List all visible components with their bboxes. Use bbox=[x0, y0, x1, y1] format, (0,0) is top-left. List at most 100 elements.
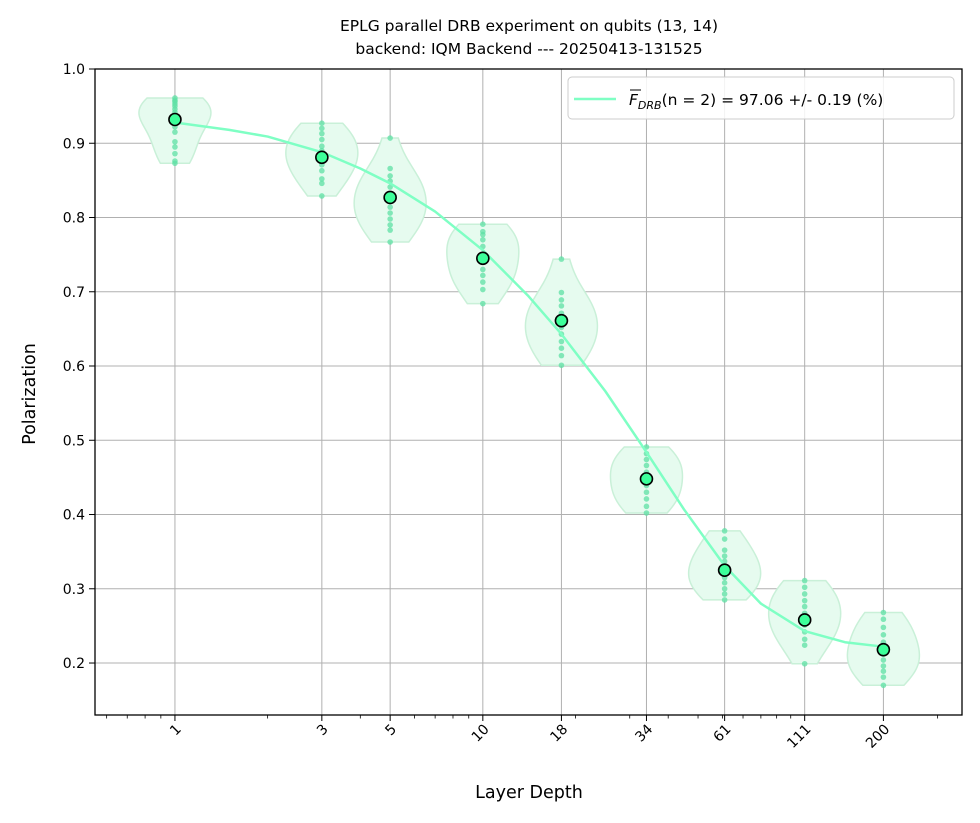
mean-point bbox=[383, 190, 397, 205]
sample-point bbox=[319, 136, 325, 143]
y-tick-label: 1.0 bbox=[63, 62, 85, 78]
chart-title: EPLG parallel DRB experiment on qubits (… bbox=[340, 17, 718, 35]
sample-point bbox=[558, 303, 565, 309]
sample-point bbox=[880, 632, 887, 638]
x-axis-label: Layer Depth bbox=[475, 783, 583, 803]
violins bbox=[138, 95, 921, 689]
sample-point bbox=[643, 510, 650, 516]
sample-point bbox=[643, 496, 650, 502]
sample-point bbox=[880, 668, 887, 674]
sample-point bbox=[558, 352, 565, 359]
sample-point bbox=[387, 165, 393, 172]
sample-point bbox=[319, 176, 325, 182]
sample-point bbox=[480, 221, 486, 227]
sample-point bbox=[558, 338, 565, 345]
sample-point bbox=[880, 609, 887, 616]
x-tick-label: 5 bbox=[382, 722, 400, 740]
mean-point bbox=[717, 563, 732, 578]
sample-point bbox=[558, 256, 565, 262]
sample-point bbox=[801, 591, 808, 597]
x-tick-label: 200 bbox=[863, 722, 893, 752]
x-tick-label: 34 bbox=[632, 721, 656, 745]
legend-label-value: = 97.06 +/- 0.19 (%) bbox=[716, 91, 883, 109]
y-tick-label: 0.8 bbox=[63, 211, 85, 227]
legend: FDRB(n = 2) = 97.06 +/- 0.19 (%) bbox=[567, 76, 955, 120]
sample-point bbox=[387, 222, 393, 228]
sample-point bbox=[721, 585, 728, 592]
sample-point bbox=[801, 603, 808, 610]
sample-point bbox=[643, 462, 650, 469]
legend-label-main: F bbox=[629, 91, 639, 109]
sample-point bbox=[319, 120, 325, 127]
sample-point bbox=[319, 125, 325, 132]
sample-point bbox=[172, 150, 178, 157]
y-axis-label: Polarization bbox=[20, 343, 40, 445]
sample-point bbox=[172, 129, 178, 135]
sample-point bbox=[801, 577, 808, 584]
mean-point bbox=[554, 313, 569, 328]
sample-point bbox=[880, 674, 887, 680]
y-axis-ticks: 0.2 0.3 0.4 0.5 0.6 0.7 0.8 0.9 1.0 bbox=[63, 62, 95, 672]
y-tick-label: 0.3 bbox=[63, 582, 85, 598]
sample-point bbox=[480, 279, 486, 285]
sample-point bbox=[319, 167, 325, 174]
sample-point bbox=[172, 138, 178, 145]
mean-point bbox=[168, 112, 182, 127]
x-tick-label: 10 bbox=[469, 722, 493, 746]
x-tick-label: 18 bbox=[547, 722, 571, 746]
legend-box bbox=[567, 76, 955, 120]
sample-point bbox=[801, 636, 808, 643]
mean-points bbox=[168, 112, 891, 657]
y-tick-label: 0.4 bbox=[63, 508, 85, 524]
x-tick-label: 111 bbox=[784, 722, 814, 752]
sample-point bbox=[387, 227, 393, 233]
sample-point bbox=[480, 300, 486, 307]
y-tick-label: 0.7 bbox=[63, 285, 85, 301]
sample-point bbox=[558, 297, 565, 303]
x-tick-label: 61 bbox=[711, 722, 735, 746]
sample-point bbox=[480, 286, 486, 293]
sample-point bbox=[558, 362, 565, 369]
sample-point bbox=[387, 173, 393, 179]
sample-point bbox=[480, 272, 486, 279]
sample-point bbox=[319, 143, 325, 150]
y-tick-label: 0.6 bbox=[63, 359, 85, 375]
sample-point bbox=[172, 158, 178, 164]
y-tick-label: 0.9 bbox=[63, 136, 85, 152]
sample-point bbox=[880, 616, 887, 623]
fit-curve bbox=[174, 121, 884, 648]
sample-point bbox=[319, 193, 325, 199]
sample-point bbox=[643, 489, 650, 496]
sample-point bbox=[387, 216, 393, 222]
mean-point bbox=[315, 150, 329, 165]
sample-point bbox=[480, 228, 486, 235]
sample-point bbox=[558, 289, 565, 296]
sample-point bbox=[172, 144, 178, 150]
sample-point bbox=[480, 236, 486, 243]
sample-point bbox=[387, 204, 393, 210]
sample-point bbox=[721, 528, 728, 534]
sample-point bbox=[721, 591, 728, 597]
sample-point bbox=[801, 597, 808, 604]
sample-point bbox=[387, 239, 393, 245]
mean-point bbox=[476, 251, 490, 266]
chart-subtitle: backend: IQM Backend --- 20250413-131525 bbox=[355, 40, 702, 58]
mean-point bbox=[797, 613, 812, 627]
sample-point bbox=[319, 130, 325, 137]
sample-point bbox=[880, 682, 887, 689]
sample-point bbox=[721, 547, 728, 553]
mean-point bbox=[639, 472, 654, 486]
sample-point bbox=[801, 642, 808, 649]
sample-point bbox=[721, 553, 728, 559]
plot-frame bbox=[94, 68, 963, 716]
x-axis-ticks: 1 3 5 10 18 34 61 111 200 bbox=[106, 715, 939, 752]
x-tick-label: 3 bbox=[314, 722, 332, 740]
sample-point bbox=[721, 597, 728, 603]
y-tick-label: 0.2 bbox=[63, 656, 85, 672]
sample-point bbox=[319, 180, 325, 187]
sample-point bbox=[387, 135, 393, 141]
y-tick-label: 0.5 bbox=[63, 433, 85, 449]
x-tick-label: 1 bbox=[167, 722, 185, 740]
sample-point bbox=[880, 624, 887, 631]
legend-label-args: (n = 2) bbox=[662, 91, 717, 109]
